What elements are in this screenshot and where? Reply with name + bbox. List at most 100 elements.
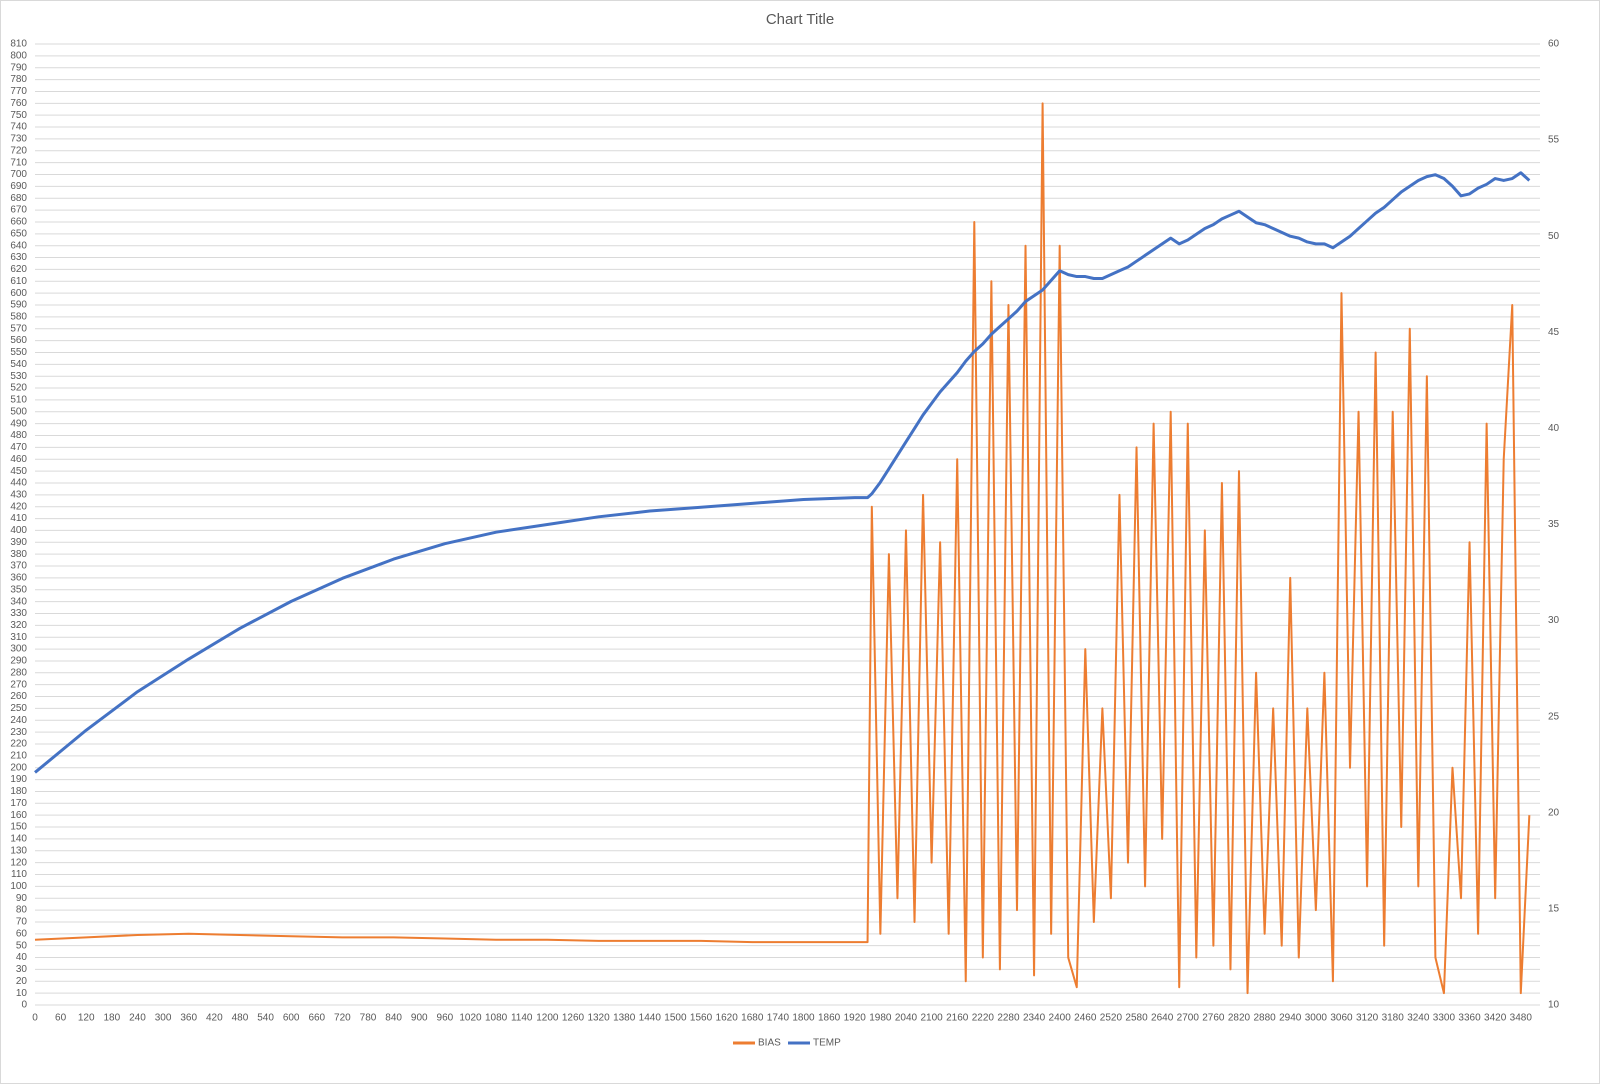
y-tick-label: 300 <box>10 644 27 655</box>
y-tick-label: 500 <box>10 406 27 417</box>
y-tick-label: 610 <box>10 276 27 287</box>
y-tick-label: 150 <box>10 822 27 833</box>
y-tick-label: 670 <box>10 205 27 216</box>
x-tick-label: 3420 <box>1484 1013 1507 1024</box>
y-tick-label: 380 <box>10 549 27 560</box>
y-tick-label: 760 <box>10 98 27 109</box>
y-tick-label: 210 <box>10 750 27 761</box>
y-tick-label: 810 <box>10 39 27 50</box>
x-tick-label: 960 <box>437 1013 454 1024</box>
x-tick-label: 2760 <box>1202 1013 1225 1024</box>
y-tick-label: 480 <box>10 430 27 441</box>
y-tick-label: 120 <box>10 857 27 868</box>
y-tick-label: 790 <box>10 62 27 73</box>
y-tick-label: 230 <box>10 727 27 738</box>
x-tick-label: 1800 <box>792 1013 815 1024</box>
x-tick-label: 3120 <box>1356 1013 1379 1024</box>
y-tick-label: 530 <box>10 371 27 382</box>
y2-tick-label: 30 <box>1548 615 1560 626</box>
y-tick-label: 700 <box>10 169 27 180</box>
x-tick-label: 60 <box>55 1013 67 1024</box>
y-tick-label: 320 <box>10 620 27 631</box>
y-tick-label: 170 <box>10 798 27 809</box>
x-tick-label: 2340 <box>1023 1013 1046 1024</box>
y-tick-label: 730 <box>10 134 27 145</box>
x-tick-label: 0 <box>32 1013 38 1024</box>
x-tick-label: 2280 <box>997 1013 1020 1024</box>
x-tick-label: 2520 <box>1100 1013 1123 1024</box>
y-tick-label: 80 <box>16 905 28 916</box>
y-tick-label: 0 <box>21 1000 27 1011</box>
x-tick-label: 2820 <box>1228 1013 1251 1024</box>
x-tick-label: 720 <box>334 1013 351 1024</box>
y-tick-label: 580 <box>10 312 27 323</box>
y-tick-label: 60 <box>16 928 28 939</box>
y-tick-label: 540 <box>10 359 27 370</box>
y-tick-label: 750 <box>10 110 27 121</box>
y-tick-label: 260 <box>10 691 27 702</box>
y-tick-label: 90 <box>16 893 28 904</box>
x-tick-label: 300 <box>155 1013 172 1024</box>
y-tick-label: 390 <box>10 537 27 548</box>
y2-tick-label: 50 <box>1548 231 1560 242</box>
legend-label: TEMP <box>813 1038 841 1049</box>
legend-label: BIAS <box>758 1038 781 1049</box>
y-tick-label: 30 <box>16 964 28 975</box>
x-tick-label: 1920 <box>844 1013 867 1024</box>
y-tick-label: 460 <box>10 454 27 465</box>
x-tick-label: 600 <box>283 1013 300 1024</box>
x-tick-label: 3240 <box>1407 1013 1430 1024</box>
y-tick-label: 250 <box>10 703 27 714</box>
x-tick-label: 1080 <box>485 1013 508 1024</box>
y-tick-label: 470 <box>10 442 27 453</box>
x-tick-label: 3360 <box>1458 1013 1481 1024</box>
x-tick-label: 2220 <box>972 1013 995 1024</box>
x-tick-label: 240 <box>129 1013 146 1024</box>
x-tick-label: 1860 <box>818 1013 841 1024</box>
x-tick-label: 2580 <box>1125 1013 1148 1024</box>
y2-tick-label: 45 <box>1548 327 1560 338</box>
y2-tick-label: 35 <box>1548 519 1560 530</box>
x-tick-label: 2100 <box>920 1013 943 1024</box>
y-tick-label: 420 <box>10 501 27 512</box>
y-tick-label: 590 <box>10 300 27 311</box>
x-tick-label: 660 <box>308 1013 325 1024</box>
y-tick-label: 220 <box>10 739 27 750</box>
y-tick-label: 660 <box>10 217 27 228</box>
y2-tick-label: 20 <box>1548 807 1560 818</box>
x-tick-label: 420 <box>206 1013 223 1024</box>
x-tick-label: 1560 <box>690 1013 713 1024</box>
y-tick-label: 800 <box>10 51 27 62</box>
x-tick-label: 1260 <box>562 1013 585 1024</box>
x-tick-label: 2160 <box>946 1013 969 1024</box>
y-tick-label: 600 <box>10 288 27 299</box>
x-tick-label: 1500 <box>664 1013 687 1024</box>
y-tick-label: 640 <box>10 240 27 251</box>
y-tick-label: 10 <box>16 988 28 999</box>
x-tick-label: 840 <box>385 1013 402 1024</box>
x-tick-label: 1140 <box>511 1013 533 1024</box>
x-tick-label: 3180 <box>1382 1013 1405 1024</box>
y2-tick-label: 15 <box>1548 904 1560 915</box>
x-tick-label: 3060 <box>1330 1013 1353 1024</box>
y-tick-label: 180 <box>10 786 27 797</box>
y-tick-label: 560 <box>10 335 27 346</box>
y-tick-label: 780 <box>10 74 27 85</box>
x-tick-label: 1620 <box>716 1013 739 1024</box>
y-tick-label: 140 <box>10 834 27 845</box>
x-tick-label: 1020 <box>459 1013 482 1024</box>
x-tick-label: 180 <box>104 1013 121 1024</box>
x-tick-label: 120 <box>78 1013 95 1024</box>
y-tick-label: 340 <box>10 596 27 607</box>
series-line <box>34 171 1531 774</box>
y-tick-label: 740 <box>10 122 27 133</box>
x-tick-label: 2040 <box>895 1013 918 1024</box>
x-tick-label: 1380 <box>613 1013 636 1024</box>
x-tick-label: 2400 <box>1049 1013 1072 1024</box>
x-tick-label: 1980 <box>869 1013 892 1024</box>
y-tick-label: 50 <box>16 940 28 951</box>
x-tick-label: 1440 <box>639 1013 662 1024</box>
x-tick-label: 2940 <box>1279 1013 1302 1024</box>
y2-tick-label: 40 <box>1548 423 1560 434</box>
